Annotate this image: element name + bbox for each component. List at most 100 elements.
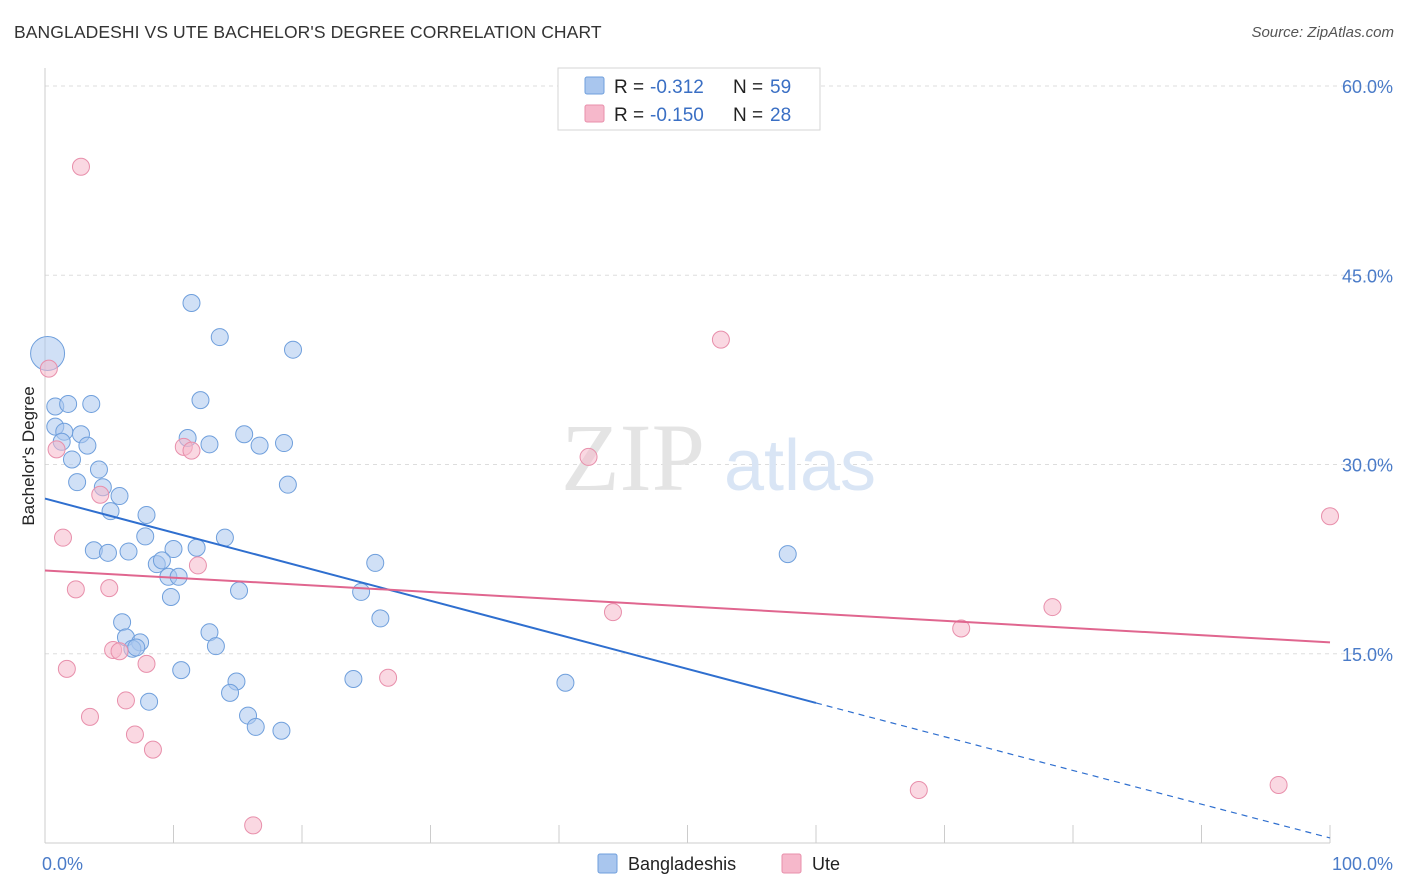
ute-point-26 — [1269, 775, 1288, 794]
y-axis-ticks: 15.0% 30.0% 45.0% 60.0% — [1342, 77, 1393, 665]
ute-point-22 — [711, 330, 730, 349]
bangladeshis-point-30 — [200, 435, 219, 454]
grid-lines — [45, 85, 1390, 655]
ute-point-12 — [137, 654, 156, 673]
bangladeshis-trend-extension — [815, 702, 1331, 839]
watermark-atlas: atlas — [724, 426, 876, 506]
x-axis-ticks: 0.0% 100.0% — [42, 854, 1393, 874]
bottom-legend: Bangladeshis Ute — [597, 853, 840, 874]
ute-point-2 — [47, 440, 66, 459]
ute-point-13 — [57, 659, 76, 678]
legend-r-value-pink: -0.150 — [650, 105, 704, 126]
ute-point-16 — [125, 725, 144, 744]
ute-point-15 — [80, 707, 99, 726]
ute-point-19 — [379, 668, 398, 687]
bangladeshis-trend-line — [44, 497, 817, 704]
ute-point-3 — [91, 485, 110, 504]
y-tick-label-2: 45.0% — [1342, 266, 1393, 286]
ute-point-6 — [100, 579, 119, 598]
legend-r-value-blue: -0.312 — [650, 77, 704, 98]
series-ute — [39, 157, 1339, 835]
bangladeshis-point-31 — [191, 391, 210, 410]
bottom-legend-label-pink: Ute — [812, 854, 840, 874]
y-axis-label: Bachelor's Degree — [19, 386, 38, 525]
chart-title: BANGLADESHI VS UTE BACHELOR'S DEGREE COR… — [14, 22, 602, 42]
x-tick-label-0: 0.0% — [42, 854, 83, 874]
bangladeshis-point-51 — [221, 683, 240, 702]
bangladeshis-point-13 — [110, 487, 129, 506]
x-tick-label-1: 100.0% — [1332, 854, 1393, 874]
ute-point-4 — [53, 528, 72, 547]
bangladeshis-point-49 — [172, 661, 191, 680]
bangladeshis-point-9 — [62, 450, 81, 469]
ute-point-20 — [579, 447, 598, 466]
bangladeshis-point-56 — [344, 669, 363, 688]
source-label: Source: ZipAtlas.com — [1251, 24, 1394, 41]
ute-point-1 — [71, 157, 90, 176]
bangladeshis-point-57 — [556, 673, 575, 692]
ute-point-25 — [1043, 598, 1062, 617]
ute-point-8 — [182, 441, 201, 460]
bangladeshis-point-20 — [164, 540, 183, 559]
legend-r-label-blue: R = — [614, 77, 644, 98]
bangladeshis-point-21 — [187, 538, 206, 557]
trend-lines — [44, 497, 1331, 839]
legend-n-label-blue: N = — [733, 77, 763, 98]
y-tick-label-0: 15.0% — [1342, 645, 1393, 665]
ute-point-21 — [603, 603, 622, 622]
bangladeshis-point-36 — [182, 294, 201, 313]
ute-point-14 — [116, 691, 135, 710]
bangladeshis-point-27 — [161, 587, 180, 606]
ute-trend-line — [44, 569, 1331, 644]
bangladeshis-point-19 — [136, 527, 155, 546]
bottom-legend-swatch-blue — [597, 853, 618, 874]
y-tick-label-1: 30.0% — [1342, 456, 1393, 476]
ute-point-0 — [39, 359, 58, 378]
bangladeshis-point-41 — [371, 609, 390, 628]
ute-point-9 — [188, 556, 207, 575]
ute-point-18 — [244, 816, 263, 835]
ute-point-17 — [143, 740, 162, 759]
legend-swatch-pink — [584, 104, 605, 123]
bangladeshis-point-24 — [152, 551, 171, 570]
bangladeshis-point-54 — [246, 717, 265, 736]
ute-point-5 — [66, 580, 85, 599]
bottom-legend-label-blue: Bangladeshis — [628, 854, 736, 874]
bangladeshis-point-46 — [127, 638, 146, 657]
bangladeshis-point-48 — [206, 637, 225, 656]
bangladeshis-point-34 — [275, 434, 294, 453]
legend-n-value-blue: 59 — [770, 77, 791, 98]
legend: R = -0.312 N = 59 R = -0.150 N = 28 — [557, 67, 821, 131]
bangladeshis-point-17 — [98, 543, 117, 562]
bangladeshis-point-35 — [210, 328, 229, 347]
bangladeshis-point-15 — [137, 505, 156, 524]
bangladeshis-point-52 — [140, 692, 159, 711]
legend-r-label-pink: R = — [614, 105, 644, 126]
y-tick-label-3: 60.0% — [1342, 77, 1393, 97]
bangladeshis-point-37 — [284, 340, 303, 359]
bangladeshis-point-33 — [250, 436, 269, 455]
bangladeshis-point-39 — [366, 553, 385, 572]
bangladeshis-point-18 — [119, 542, 138, 561]
bangladeshis-point-2 — [59, 394, 78, 413]
ute-point-23 — [952, 619, 971, 638]
axes — [44, 68, 1331, 844]
bangladeshis-point-42 — [113, 613, 132, 632]
bangladeshis-point-40 — [352, 582, 371, 601]
ute-point-24 — [909, 781, 928, 800]
ute-point-27 — [1321, 507, 1339, 526]
bangladeshis-point-32 — [235, 425, 254, 444]
series-bangladeshis — [30, 294, 797, 740]
bangladeshis-point-38 — [278, 475, 297, 494]
ute-point-11 — [110, 642, 129, 661]
bangladeshis-point-8 — [78, 436, 97, 455]
bangladeshis-point-11 — [68, 473, 87, 492]
legend-swatch-blue — [584, 76, 605, 95]
bangladeshis-point-55 — [272, 721, 291, 740]
bangladeshis-point-3 — [82, 394, 101, 413]
bangladeshis-point-22 — [215, 528, 234, 547]
bangladeshis-point-10 — [89, 460, 108, 479]
legend-n-value-pink: 28 — [770, 105, 791, 126]
bangladeshis-point-58 — [778, 545, 797, 564]
